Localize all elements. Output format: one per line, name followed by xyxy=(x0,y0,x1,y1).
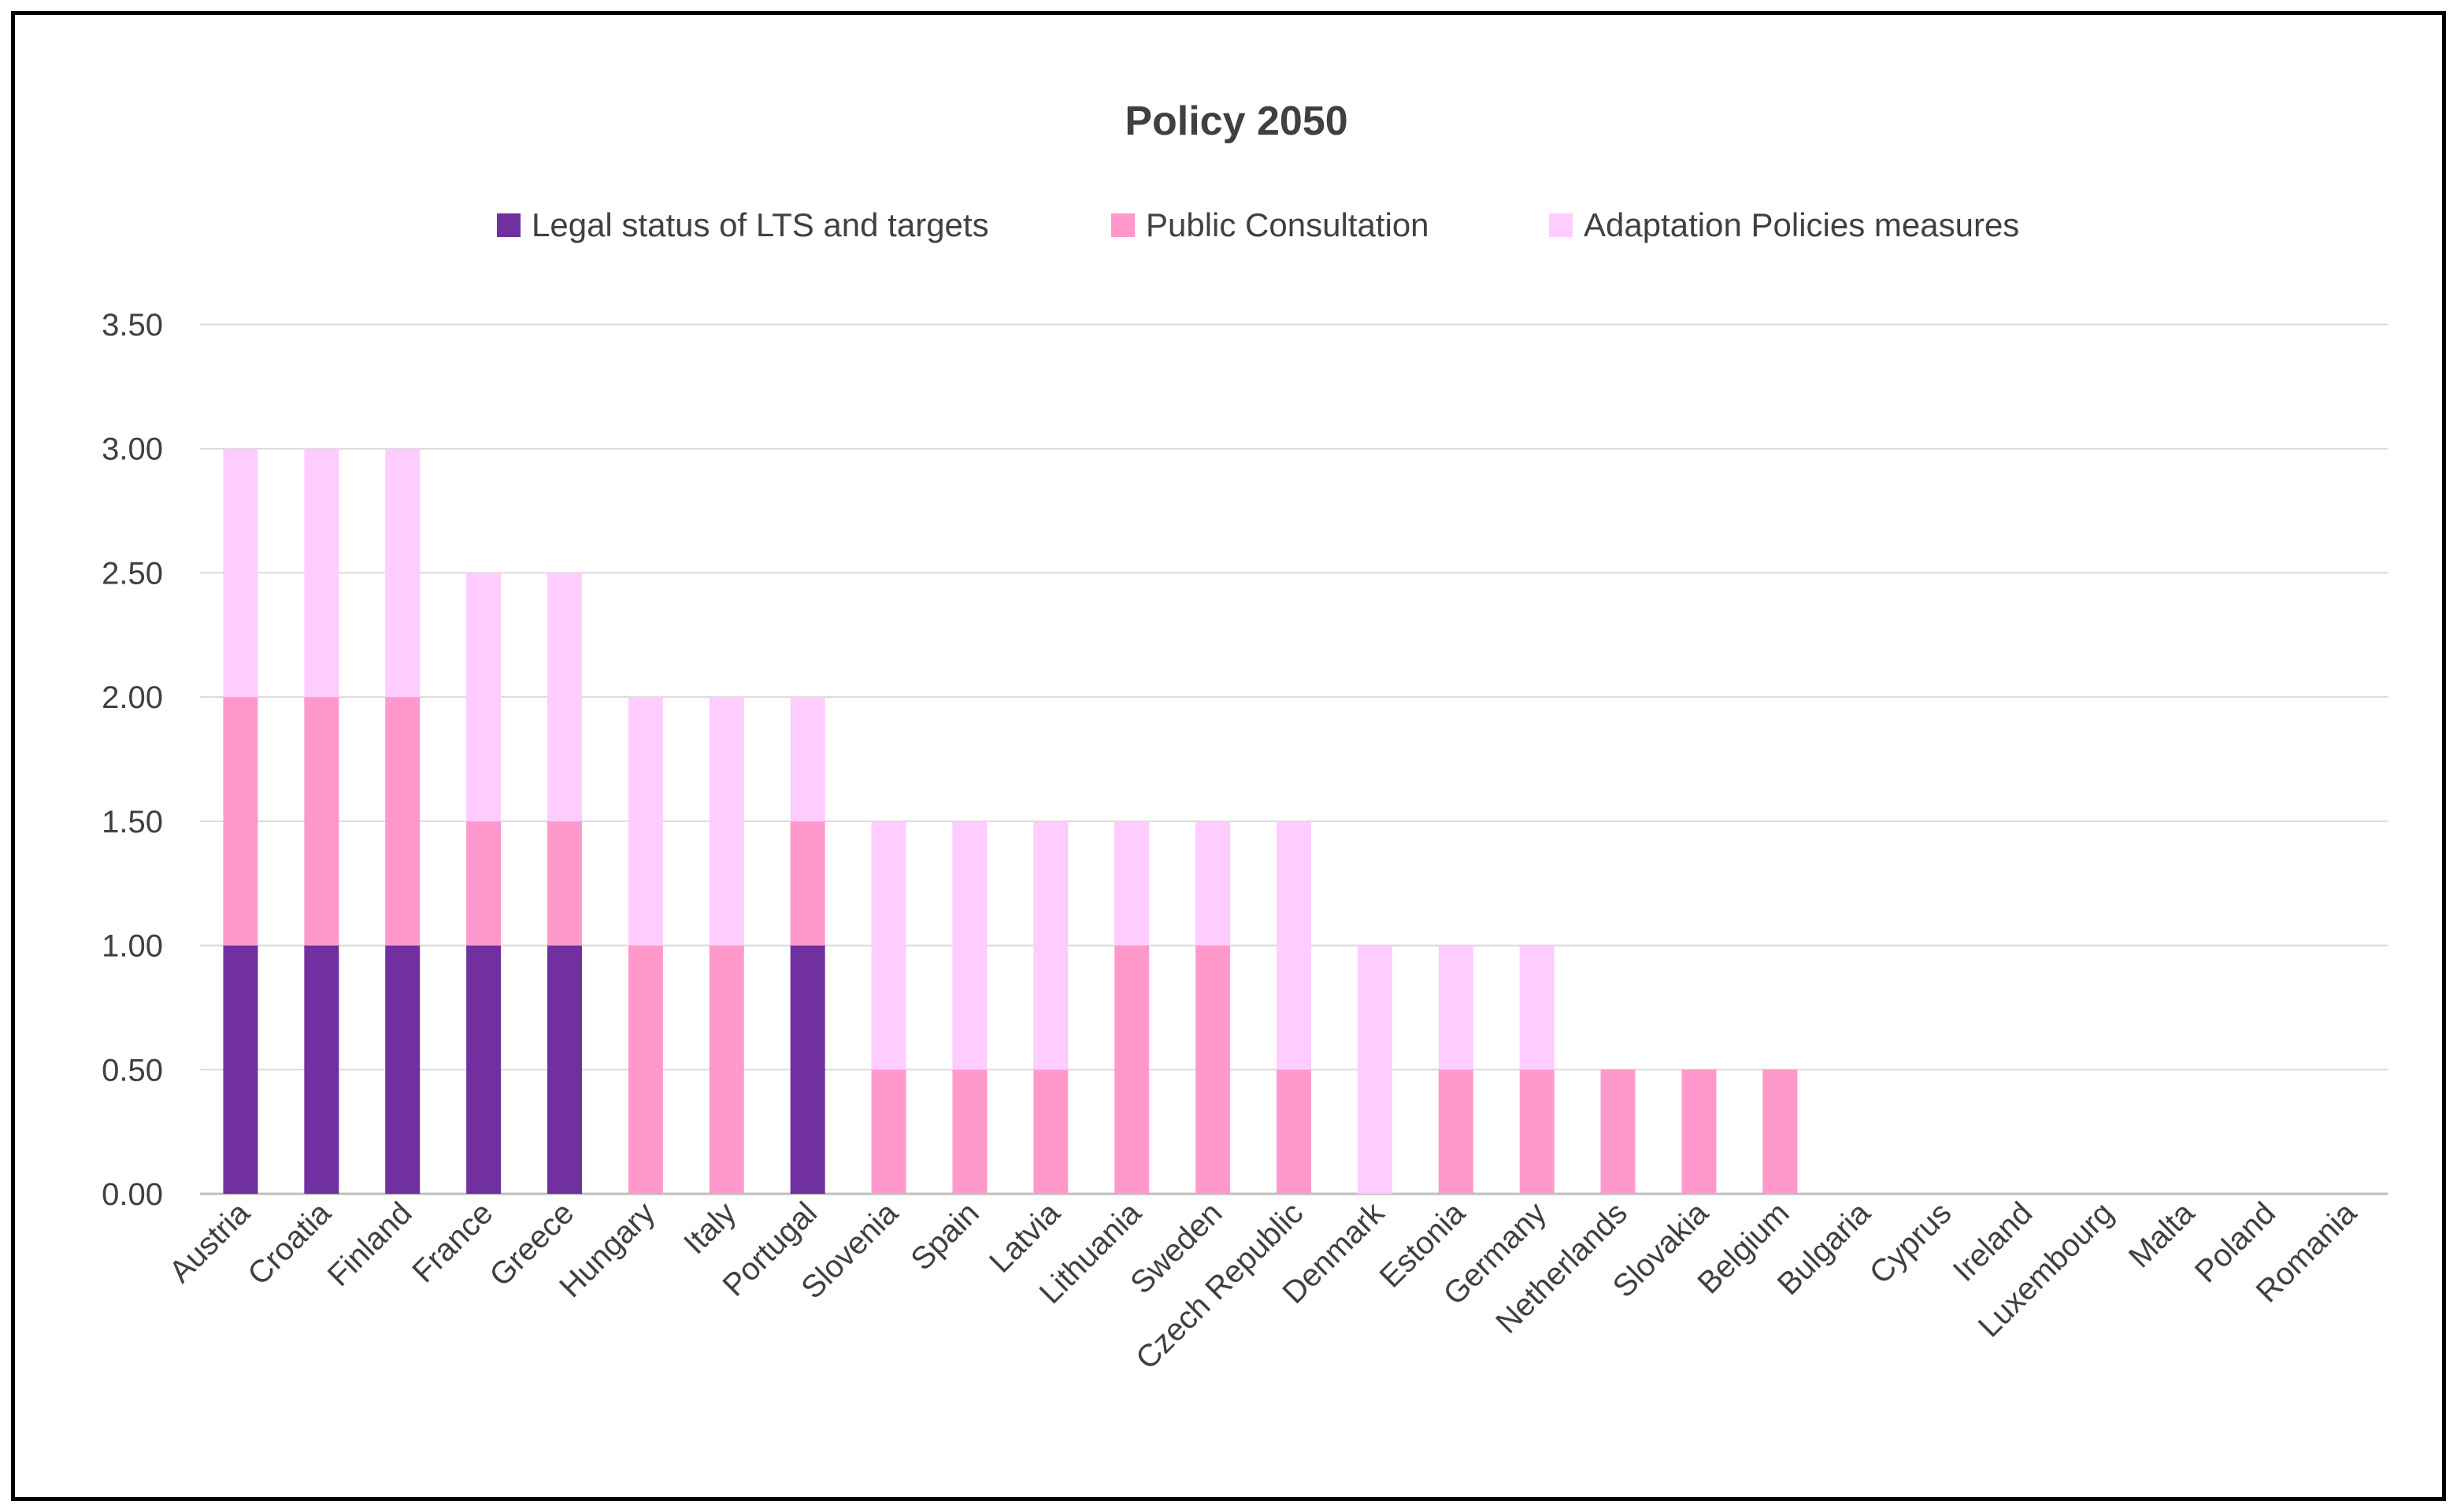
x-tick-label: Finland xyxy=(321,1195,419,1293)
bar-segment xyxy=(1033,821,1069,1070)
bar-segment xyxy=(385,945,421,1194)
bar-segment xyxy=(223,448,258,698)
bar-chart: Policy 2050 Legal status of LTS and targ… xyxy=(102,98,2388,1377)
bar-segment xyxy=(547,821,582,946)
bar-segment xyxy=(223,945,258,1194)
bar-group-slovakia xyxy=(1681,1069,1717,1194)
bar-group-germany xyxy=(1519,945,1555,1194)
legend: Legal status of LTS and targets Public Co… xyxy=(497,206,2019,243)
y-tick-label: 0.00 xyxy=(102,1177,163,1212)
bar-segment xyxy=(1033,1069,1069,1194)
bar-group-greece xyxy=(547,573,582,1194)
bar-group-estonia xyxy=(1438,945,1473,1194)
bar-group-latvia xyxy=(1033,821,1069,1194)
legend-swatch xyxy=(497,213,521,237)
y-tick-label: 0.50 xyxy=(102,1053,163,1088)
chart-frame: Policy 2050 Legal status of LTS and targ… xyxy=(11,11,2446,1501)
bar-group-croatia xyxy=(304,448,339,1194)
bar-segment xyxy=(1277,821,1311,1070)
bar-segment xyxy=(223,697,258,946)
bar-group-hungary xyxy=(628,697,663,1194)
bar-segment xyxy=(1681,1069,1717,1194)
bar-segment xyxy=(1195,821,1231,946)
bar-segment xyxy=(1195,945,1231,1194)
bar-segment xyxy=(790,821,825,946)
legend-item-2: Public Consultation xyxy=(1111,206,1429,243)
bar-segment xyxy=(547,945,582,1194)
bar-segment xyxy=(1114,945,1150,1194)
bar-group-netherlands xyxy=(1600,1069,1636,1194)
bar-segment xyxy=(547,573,582,821)
x-tick-label: Spain xyxy=(904,1195,985,1277)
bar-segment xyxy=(1762,1069,1798,1194)
y-tick-label: 1.50 xyxy=(102,805,163,839)
bar-group-portugal xyxy=(790,697,825,1194)
bar-segment xyxy=(304,448,339,698)
bar-segment xyxy=(790,697,825,821)
bar-segment xyxy=(1519,945,1555,1070)
y-axis: 0.00 0.50 1.00 1.50 2.00 2.50 3.00 3.50 xyxy=(102,308,163,1212)
chart-title: Policy 2050 xyxy=(1125,98,1347,144)
bar-segment xyxy=(790,945,825,1194)
bar-segment xyxy=(709,697,744,946)
bar-segment xyxy=(952,1069,988,1194)
bar-segment xyxy=(871,821,906,1070)
bar-segment xyxy=(1519,1069,1555,1194)
bar-segment xyxy=(628,697,663,946)
bar-segment xyxy=(952,821,988,1070)
bar-segment xyxy=(304,945,339,1194)
legend-label: Legal status of LTS and targets xyxy=(532,206,989,243)
legend-item-1: Legal status of LTS and targets xyxy=(497,206,989,243)
bar-segment xyxy=(304,697,339,946)
bar-segment xyxy=(385,697,421,946)
bar-group-czech-republic xyxy=(1277,821,1311,1194)
bar-segment xyxy=(1438,1069,1473,1194)
bars xyxy=(223,448,1798,1194)
bar-group-lithuania xyxy=(1114,821,1150,1194)
y-tick-label: 3.50 xyxy=(102,308,163,343)
bar-group-denmark xyxy=(1357,945,1392,1194)
bar-segment xyxy=(1600,1069,1636,1194)
bar-group-spain xyxy=(952,821,988,1194)
bar-segment xyxy=(709,945,744,1194)
x-tick-label: Croatia xyxy=(241,1195,338,1292)
legend-label: Adaptation Policies measures xyxy=(1584,206,2019,243)
bar-segment xyxy=(1277,1069,1311,1194)
y-tick-label: 2.00 xyxy=(102,680,163,715)
bar-group-sweden xyxy=(1195,821,1231,1194)
x-axis: AustriaCroatiaFinlandFranceGreeceHungary… xyxy=(163,1195,2364,1377)
bar-segment xyxy=(466,945,502,1194)
y-tick-label: 1.00 xyxy=(102,929,163,964)
y-tick-label: 2.50 xyxy=(102,556,163,591)
bar-segment xyxy=(871,1069,906,1194)
bar-group-slovenia xyxy=(871,821,906,1194)
y-tick-label: 3.00 xyxy=(102,432,163,467)
bar-segment xyxy=(385,448,421,698)
bar-segment xyxy=(1438,945,1473,1070)
bar-segment xyxy=(1357,945,1392,1194)
bar-group-italy xyxy=(709,697,744,1194)
bar-segment xyxy=(1114,821,1150,946)
bar-group-france xyxy=(466,573,502,1194)
bar-group-belgium xyxy=(1762,1069,1798,1194)
x-tick-label: Austria xyxy=(163,1195,258,1290)
legend-swatch xyxy=(1549,213,1573,237)
legend-label: Public Consultation xyxy=(1146,206,1429,243)
x-tick-label: Italy xyxy=(677,1195,743,1261)
bar-group-austria xyxy=(223,448,258,1194)
x-tick-label: France xyxy=(406,1195,499,1289)
legend-swatch xyxy=(1111,213,1135,237)
legend-item-3: Adaptation Policies measures xyxy=(1549,206,2019,243)
bar-segment xyxy=(466,821,502,946)
bar-segment xyxy=(628,945,663,1194)
bar-group-finland xyxy=(385,448,421,1194)
x-tick-label: Cyprus xyxy=(1863,1195,1959,1291)
bar-segment xyxy=(466,573,502,821)
